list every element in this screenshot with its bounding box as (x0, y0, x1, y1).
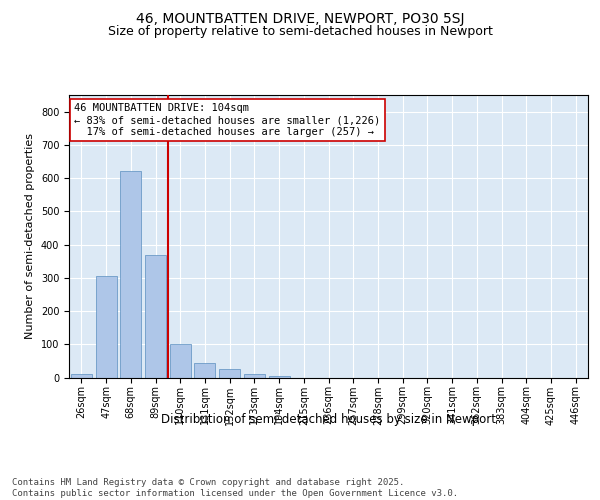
Text: Size of property relative to semi-detached houses in Newport: Size of property relative to semi-detach… (107, 25, 493, 38)
Bar (269, 376, 290, 378)
Bar (194, 362, 215, 378)
Bar (244, 374, 265, 378)
Bar (71, 374, 92, 378)
Bar (120, 172, 141, 378)
Text: Distribution of semi-detached houses by size in Newport: Distribution of semi-detached houses by … (161, 412, 496, 426)
Bar (95, 276, 116, 378)
Bar (145, 254, 166, 378)
Bar (170, 344, 191, 378)
Bar (219, 369, 240, 378)
Text: Contains HM Land Registry data © Crown copyright and database right 2025.
Contai: Contains HM Land Registry data © Crown c… (12, 478, 458, 498)
Text: 46, MOUNTBATTEN DRIVE, NEWPORT, PO30 5SJ: 46, MOUNTBATTEN DRIVE, NEWPORT, PO30 5SJ (136, 12, 464, 26)
Y-axis label: Number of semi-detached properties: Number of semi-detached properties (25, 133, 35, 339)
Text: 46 MOUNTBATTEN DRIVE: 104sqm
← 83% of semi-detached houses are smaller (1,226)
 : 46 MOUNTBATTEN DRIVE: 104sqm ← 83% of se… (74, 104, 380, 136)
